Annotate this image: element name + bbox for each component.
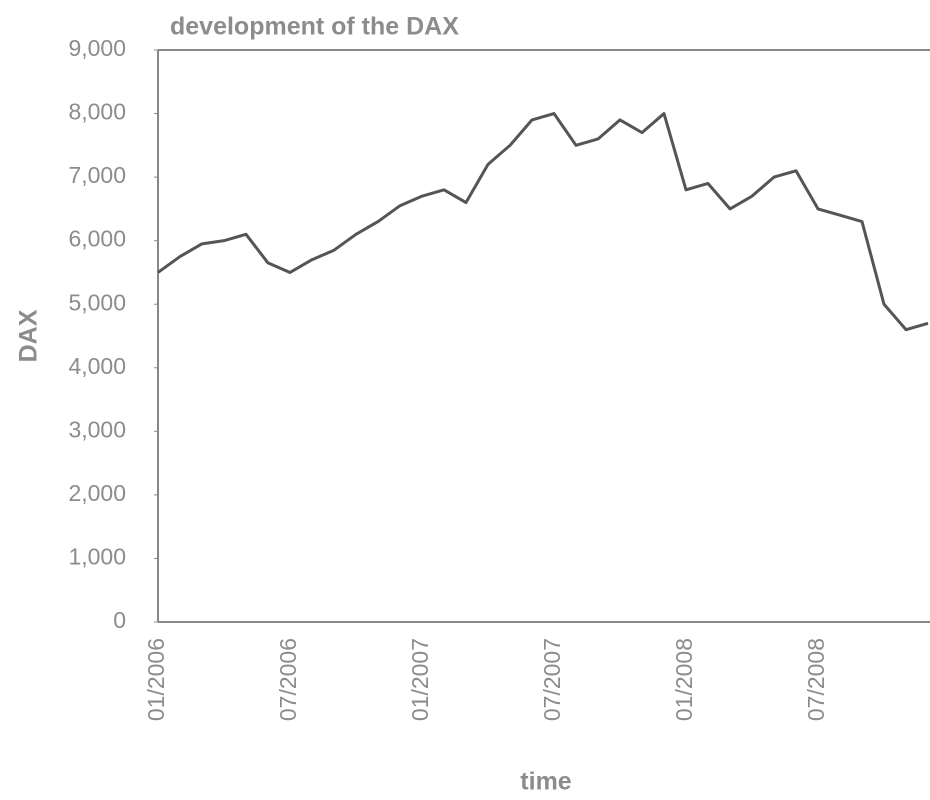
x-tick-label: 07/2008 — [803, 638, 829, 721]
data-line — [157, 112, 929, 332]
x-tick-label: 07/2007 — [539, 638, 565, 721]
y-tick-label: 0 — [113, 607, 126, 633]
y-tick-label: 6,000 — [68, 226, 126, 252]
x-tick-label: 01/2008 — [671, 638, 697, 721]
y-tick-label: 9,000 — [68, 35, 126, 61]
y-tick-label: 1,000 — [68, 544, 126, 570]
chart-title: development of the DAX — [170, 13, 459, 41]
y-tick-label: 2,000 — [68, 480, 126, 506]
y-tick-label: 3,000 — [68, 416, 126, 442]
x-axis-label: time — [520, 768, 572, 796]
y-tick-label: 4,000 — [68, 353, 126, 379]
y-tick-label: 7,000 — [68, 162, 126, 188]
y-axis-label: DAX — [15, 309, 43, 362]
x-tick-label: 07/2006 — [275, 638, 301, 721]
x-tick-label: 01/2006 — [143, 638, 169, 721]
y-tick-label: 8,000 — [68, 99, 126, 125]
y-tick-label: 5,000 — [68, 289, 126, 315]
x-tick-label: 01/2007 — [407, 638, 433, 721]
